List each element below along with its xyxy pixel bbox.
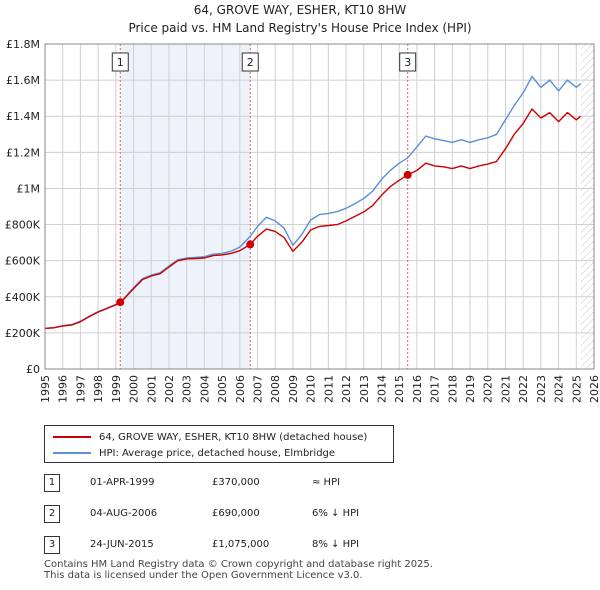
sale-badge: 2	[44, 505, 60, 523]
x-tick-label: 1998	[92, 375, 105, 403]
y-tick-label: £1.2M	[6, 146, 40, 159]
y-tick-label: £1M	[17, 182, 41, 195]
x-tick-label: 2023	[535, 375, 548, 403]
sale-marker-number: 2	[247, 56, 254, 69]
x-tick-label: 2011	[322, 375, 335, 403]
x-tick-label: 2009	[287, 375, 300, 403]
x-tick-label: 2003	[181, 375, 194, 403]
sale-price: £370,000	[212, 477, 260, 488]
x-tick-label: 2017	[429, 375, 442, 403]
y-tick-label: £800K	[5, 219, 41, 232]
x-tick-label: 2006	[234, 375, 247, 403]
legend-swatch-property	[53, 436, 91, 438]
x-tick-label: 1996	[57, 375, 70, 403]
x-tick-label: 2015	[393, 375, 406, 403]
x-tick-label: 2022	[517, 375, 530, 403]
x-tick-label: 2000	[128, 375, 141, 403]
legend-swatch-hpi	[53, 452, 91, 454]
legend-label-hpi: HPI: Average price, detached house, Elmb…	[99, 447, 336, 459]
sale-point	[116, 298, 125, 307]
x-tick-label: 2010	[305, 375, 318, 403]
sale-marker-number: 3	[404, 56, 411, 69]
x-tick-label: 1995	[39, 375, 52, 403]
sale-row: 1 01-APR-1999 £370,000 ≈ HPI	[44, 474, 404, 494]
sale-price: £690,000	[212, 508, 260, 519]
x-tick-label: 2004	[198, 375, 211, 403]
attribution-line-1: Contains HM Land Registry data © Crown c…	[44, 559, 433, 570]
chart-subtitle: Price paid vs. HM Land Registry's House …	[128, 21, 471, 35]
x-tick-label: 1999	[110, 375, 123, 403]
ownership-shade	[120, 44, 251, 369]
sale-badge: 3	[44, 536, 60, 554]
sale-marker-box	[111, 52, 129, 72]
y-tick-label: £200K	[5, 327, 41, 340]
plot-frame	[44, 43, 595, 370]
x-tick-label: 2001	[145, 375, 158, 403]
legend-item-hpi: HPI: Average price, detached house, Elmb…	[53, 445, 335, 461]
x-tick-label: 2014	[375, 375, 388, 403]
sale-hpi-diff: ≈ HPI	[312, 477, 341, 488]
y-tick-label: £1.4M	[6, 110, 40, 123]
attribution: Contains HM Land Registry data © Crown c…	[44, 559, 433, 581]
chart-title: 64, GROVE WAY, ESHER, KT10 8HW	[194, 3, 407, 17]
x-tick-label: 2019	[464, 375, 477, 403]
sale-point	[246, 240, 255, 249]
x-tick-label: 2007	[252, 375, 265, 403]
legend-item-property: 64, GROVE WAY, ESHER, KT10 8HW (detached…	[53, 429, 367, 445]
x-tick-label: 2018	[446, 375, 459, 403]
attribution-line-2: This data is licensed under the Open Gov…	[44, 570, 363, 581]
x-tick-label: 2012	[340, 375, 353, 403]
x-tick-label: 2016	[411, 375, 424, 403]
future-hatch	[580, 44, 594, 369]
sale-badge: 1	[44, 474, 60, 492]
x-tick-label: 2013	[358, 375, 371, 403]
price-chart: 64, GROVE WAY, ESHER, KT10 8HW Price pai…	[5, 3, 600, 403]
property-price-line	[44, 108, 582, 330]
sale-date: 01-APR-1999	[90, 477, 155, 488]
sale-marker-box	[241, 52, 259, 72]
x-tick-label: 2008	[269, 375, 282, 403]
sale-marker-box	[399, 52, 417, 72]
legend: 64, GROVE WAY, ESHER, KT10 8HW (detached…	[44, 425, 394, 463]
sale-row: 3 24-JUN-2015 £1,075,000 8% ↓ HPI	[44, 536, 404, 556]
sale-hpi-diff: 6% ↓ HPI	[312, 508, 360, 519]
y-tick-label: £600K	[5, 255, 41, 268]
y-tick-label: £1.8M	[6, 38, 40, 51]
sale-marker-number: 1	[117, 56, 124, 69]
sale-date: 04-AUG-2006	[90, 508, 158, 519]
x-tick-label: 1997	[74, 375, 87, 403]
x-tick-label: 2024	[553, 375, 566, 403]
sale-price: £1,075,000	[212, 539, 270, 550]
sale-hpi-diff: 8% ↓ HPI	[312, 539, 360, 550]
x-tick-label: 2021	[499, 375, 512, 403]
sale-point	[403, 170, 412, 179]
y-tick-label: £1.6M	[6, 74, 40, 87]
sale-date: 24-JUN-2015	[90, 539, 154, 550]
y-tick-label: £0	[26, 363, 40, 376]
x-tick-label: 2026	[588, 375, 600, 403]
x-tick-label: 2020	[482, 375, 495, 403]
x-tick-label: 2025	[570, 375, 583, 403]
x-tick-label: 2002	[163, 375, 176, 403]
y-tick-label: £400K	[5, 291, 41, 304]
legend-label-property: 64, GROVE WAY, ESHER, KT10 8HW (detached…	[99, 431, 368, 443]
x-tick-label: 2005	[216, 375, 229, 403]
sale-row: 2 04-AUG-2006 £690,000 6% ↓ HPI	[44, 505, 404, 525]
